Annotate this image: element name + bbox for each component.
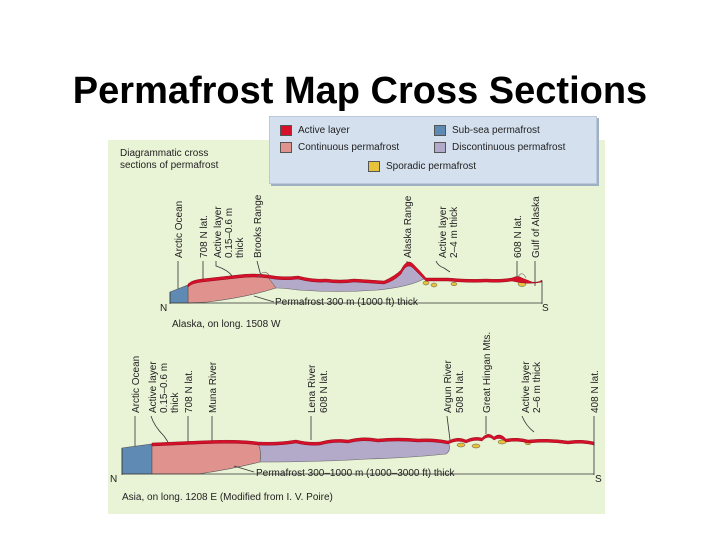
legend-item-sporadic: Sporadic permafrost xyxy=(368,161,476,172)
figure-heading-line1: Diagrammatic cross xyxy=(120,148,208,159)
active-layer-swatch xyxy=(280,125,292,136)
discontinuous-swatch xyxy=(434,142,446,153)
alaska-active-layer-thick: thick xyxy=(235,236,246,258)
legend-item-active-layer: Active layer xyxy=(280,125,350,136)
alaska-caption: Alaska, on long. 1508 W xyxy=(172,319,281,330)
muna-river-label: Muna River xyxy=(208,361,219,413)
asia-subsea-permafrost xyxy=(121,443,153,475)
lena-river-label: Lena River xyxy=(307,364,318,413)
asia-active-layer-label: Active layer xyxy=(148,361,159,413)
asia-caption: Asia, on long. 1208 E (Modified from I. … xyxy=(122,492,333,503)
asia-active-layer2-label: Active layer xyxy=(521,361,532,413)
subsea-swatch xyxy=(434,125,446,136)
sporadic-swatch xyxy=(368,161,380,172)
alaska-arctic-ocean-label: Arctic Ocean xyxy=(174,201,185,258)
alaska-active-layer-label: Active layer xyxy=(213,206,224,258)
great-hingan-label: Great Hingan Mts. xyxy=(482,332,493,413)
legend-box: Active layer Sub-sea permafrost Continuo… xyxy=(269,116,597,184)
slide-title: Permafrost Map Cross Sections xyxy=(72,70,648,112)
asia-north-marker: N xyxy=(110,474,117,485)
legend-label: Active layer xyxy=(298,125,350,136)
alaska-lat60-label: 608 N lat. xyxy=(513,215,524,258)
asia-arctic-ocean-label: Arctic Ocean xyxy=(131,356,142,413)
alaska-south-marker: S xyxy=(542,303,549,314)
asia-lat40-label: 408 N lat. xyxy=(590,370,601,413)
legend-item-discontinuous: Discontinuous permafrost xyxy=(434,142,565,153)
alaska-active-layer-depth: 0.15–0.6 m xyxy=(224,208,235,258)
cross-section-diagram: Diagrammatic cross sections of permafros… xyxy=(110,148,602,503)
asia-active-layer2-depth: 2–6 m thick xyxy=(532,361,543,413)
asia-active-layer-depth: 0.15–0.6 m xyxy=(159,363,170,413)
asia-south-marker: S xyxy=(595,474,602,485)
asia-lat70-label: 708 N lat. xyxy=(184,370,195,413)
legend-label: Sub-sea permafrost xyxy=(452,125,540,136)
figure-heading-line2: sections of permafrost xyxy=(120,160,219,171)
legend-item-subsea: Sub-sea permafrost xyxy=(434,125,540,136)
asia-active-layer-thick: thick xyxy=(170,391,181,413)
asia-lat50-label: 508 N lat. xyxy=(455,370,466,413)
asia-section: Arctic Ocean Active layer 0.15–0.6 m thi… xyxy=(110,332,602,503)
brooks-range-label: Brooks Range xyxy=(253,194,264,258)
asia-thickness-note: Permafrost 300–1000 m (1000–3000 ft) thi… xyxy=(256,468,455,479)
alaska-range-label: Alaska Range xyxy=(403,195,414,258)
asia-lat60-label: 608 N lat. xyxy=(319,370,330,413)
legend-item-continuous: Continuous permafrost xyxy=(280,142,399,153)
gulf-of-alaska-label: Gulf of Alaska xyxy=(531,196,542,258)
legend-label: Continuous permafrost xyxy=(298,142,400,153)
alaska-thickness-note: Permafrost 300 m (1000 ft) thick xyxy=(275,297,419,308)
alaska-north-marker: N xyxy=(160,303,167,314)
argun-river-label: Argun River xyxy=(443,360,454,413)
alaska-active-layer xyxy=(187,261,543,288)
legend-label: Sporadic permafrost xyxy=(386,161,477,172)
alaska-active-layer2-label: Active layer xyxy=(438,206,449,258)
diagram-panel: Diagrammatic cross sections of permafros… xyxy=(108,140,605,514)
alaska-sporadic-permafrost xyxy=(422,280,527,288)
alaska-lat70-label: 708 N lat. xyxy=(199,215,210,258)
alaska-active-layer2-depth: 2–4 m thick xyxy=(449,206,460,258)
legend-label: Discontinuous permafrost xyxy=(452,142,566,153)
alaska-subsea-permafrost xyxy=(169,284,189,304)
alaska-section: Arctic Ocean 708 N lat. Active layer 0.1… xyxy=(160,194,549,330)
continuous-swatch xyxy=(280,142,292,153)
